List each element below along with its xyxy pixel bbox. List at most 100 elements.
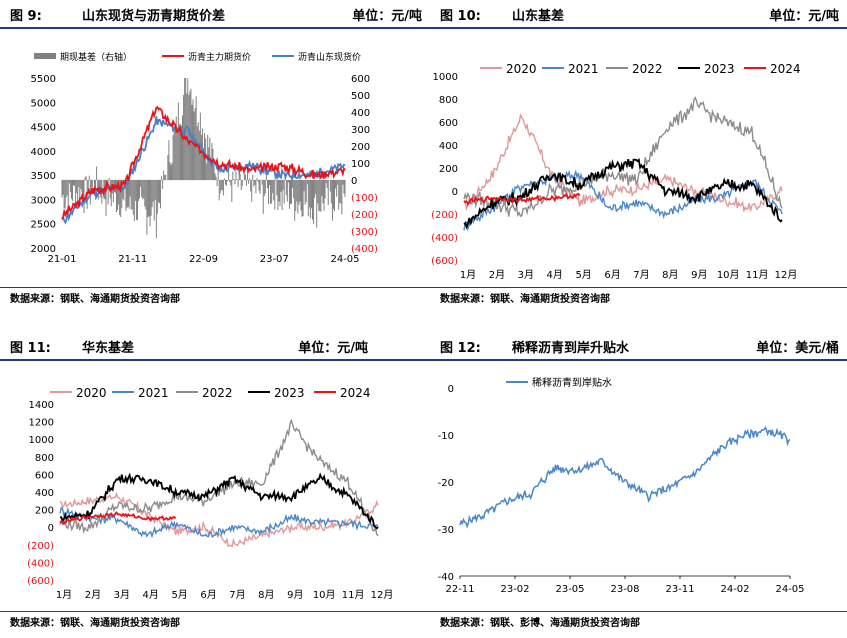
y-tick: -20 — [438, 478, 454, 489]
y-tick-right: 100 — [351, 159, 370, 170]
legend-label-2023: 2023 — [704, 62, 735, 76]
y-tick: (400) — [431, 233, 458, 244]
y-tick: 600 — [35, 470, 54, 481]
y-tick-left: 5500 — [31, 74, 56, 85]
y-tick-right: (400) — [351, 244, 378, 255]
y-tick: (400) — [27, 558, 54, 569]
fig10-unit: 单位：元/吨 — [769, 9, 839, 24]
y-tick: (600) — [431, 256, 458, 267]
fig9-label: 图 9: — [10, 9, 42, 24]
y-tick-left: 4500 — [31, 123, 56, 134]
x-tick: 1月 — [56, 589, 72, 601]
series-line-2021 — [59, 506, 379, 539]
fig12-unit: 单位：美元/桶 — [756, 341, 839, 356]
legend-label-2024: 2024 — [340, 386, 371, 400]
x-tick: 21-01 — [47, 254, 76, 265]
x-tick: 11月 — [746, 269, 769, 281]
x-tick: 22-09 — [189, 254, 218, 265]
fig12-label: 图 12: — [440, 341, 481, 356]
legend-label-2020: 2020 — [506, 62, 537, 76]
y-tick-right: 0 — [351, 176, 357, 187]
fig11-top-rule — [0, 359, 430, 361]
legend-label-futures: 沥青主力期货价 — [188, 51, 251, 63]
x-tick: 6月 — [604, 269, 620, 281]
y-tick: 0 — [452, 187, 458, 198]
y-tick-right: 600 — [351, 74, 370, 85]
y-tick-left: 5000 — [31, 98, 56, 109]
panel-fig9: 图 9: 山东现货与沥青期货价差 单位：元/吨 期现基差（右轴） 沥青主力期货价 沥… — [0, 0, 430, 314]
x-tick: 5月 — [575, 269, 591, 281]
fig11-header: 图 11: 华东基差 单位：元/吨 — [0, 332, 430, 356]
legend-swatch-basis — [34, 53, 56, 59]
y-tick: 400 — [35, 488, 54, 499]
series-line-2021 — [463, 169, 783, 232]
y-tick: 1000 — [433, 72, 458, 83]
fig9-title: 山东现货与沥青期货价差 — [82, 9, 226, 24]
x-tick: 4月 — [143, 589, 159, 601]
fig9-header: 图 9: 山东现货与沥青期货价差 单位：元/吨 — [0, 0, 430, 24]
x-tick: 9月 — [287, 589, 303, 601]
y-tick: 200 — [439, 164, 458, 175]
y-tick-left: 3000 — [31, 195, 56, 206]
x-tick: 23-11 — [665, 584, 694, 595]
x-tick: 2月 — [489, 269, 505, 281]
panel-fig11: 图 11: 华东基差 单位：元/吨 2020 2021 2022 2023 2024 14… — [0, 332, 430, 638]
fig11-title: 华东基差 — [82, 341, 135, 356]
y-tick: 1400 — [29, 400, 54, 411]
x-tick: 23-05 — [555, 584, 584, 595]
fig12-bottom-rule — [430, 611, 847, 612]
series-line-2023 — [463, 157, 783, 230]
x-tick: 12月 — [775, 269, 798, 281]
x-tick: 23-02 — [500, 584, 529, 595]
y-tick-left: 3500 — [31, 171, 56, 182]
y-tick-right: 400 — [351, 108, 370, 119]
fig9-top-rule — [0, 27, 430, 29]
fig10-header: 图 10: 山东基差 单位：元/吨 — [430, 0, 847, 24]
y-tick: -10 — [438, 431, 454, 442]
series-line-2020 — [59, 491, 379, 548]
legend-label-2023: 2023 — [274, 386, 305, 400]
y-tick: 0 — [448, 384, 454, 395]
x-tick: 22-11 — [445, 584, 474, 595]
legend-label-spot: 沥青山东现货价 — [298, 51, 361, 63]
x-tick: 3月 — [518, 269, 534, 281]
legend-label-2024: 2024 — [770, 62, 801, 76]
x-tick: 9月 — [691, 269, 707, 281]
y-tick: 800 — [439, 95, 458, 106]
fig11-bottom-rule — [0, 611, 430, 612]
panel-fig12: 图 12: 稀释沥青到岸升贴水 单位：美元/桶 稀释沥青到岸贴水 0 -10 -20 -… — [430, 332, 847, 638]
y-tick-left: 2500 — [31, 220, 56, 231]
fig12-title: 稀释沥青到岸升贴水 — [512, 341, 630, 356]
x-tick: 24-05 — [775, 584, 804, 595]
y-tick-left: 2000 — [31, 244, 56, 255]
fig12-header: 图 12: 稀释沥青到岸升贴水 单位：美元/桶 — [430, 332, 847, 356]
x-tick: 5月 — [171, 589, 187, 601]
fig10-source: 数据来源：钢联、海通期货投资咨询部 — [440, 294, 610, 305]
series-line-2023 — [59, 472, 379, 530]
y-tick: (200) — [27, 541, 54, 552]
legend-label-basis: 期现基差（右轴） — [60, 51, 132, 63]
fig9-source: 数据来源：钢联、海通期货投资咨询部 — [10, 294, 180, 305]
series-line-2024 — [59, 511, 177, 526]
x-tick: 12月 — [371, 589, 394, 601]
y-tick-right: 300 — [351, 125, 370, 136]
y-tick: 0 — [48, 523, 54, 534]
x-tick: 23-08 — [610, 584, 639, 595]
fig11-unit: 单位：元/吨 — [298, 341, 368, 356]
fig12-top-rule — [430, 359, 847, 361]
y-tick: 200 — [35, 506, 54, 517]
y-tick: (200) — [431, 210, 458, 221]
legend-label-2021: 2021 — [138, 386, 169, 400]
series-line-2024 — [463, 192, 581, 207]
x-tick: 3月 — [114, 589, 130, 601]
y-tick-right: (100) — [351, 193, 378, 204]
fig10-chart: 2020 2021 2022 2023 2024 1000 800 600 400 200 0 (20… — [431, 62, 801, 281]
x-tick: 24-02 — [720, 584, 749, 595]
legend-label-2022: 2022 — [632, 62, 663, 76]
legend-label-2021: 2021 — [568, 62, 599, 76]
x-tick: 2月 — [85, 589, 101, 601]
legend-label-2020: 2020 — [76, 386, 107, 400]
x-tick: 10月 — [313, 589, 336, 601]
x-tick: 7月 — [633, 269, 649, 281]
